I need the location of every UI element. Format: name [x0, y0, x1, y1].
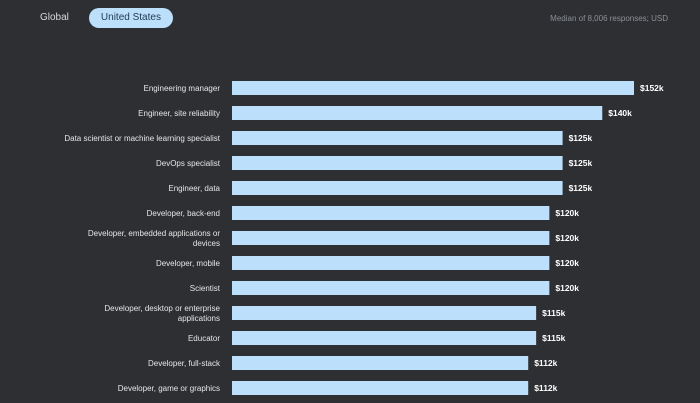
- value-label-6: $120k: [555, 233, 579, 243]
- value-label-10: $115k: [542, 333, 565, 343]
- category-label-1: Engineer, site reliability: [138, 109, 220, 118]
- tab-global[interactable]: Global: [40, 12, 69, 23]
- bar-7: [232, 256, 550, 270]
- category-label-7: Developer, mobile: [156, 259, 221, 268]
- category-label-2: Data scientist or machine learning speci…: [64, 134, 220, 143]
- category-label-8: Scientist: [190, 284, 221, 293]
- bar-3: [232, 156, 563, 170]
- value-label-4: $125k: [569, 183, 593, 193]
- value-label-5: $120k: [555, 208, 579, 218]
- tab-united-states[interactable]: United States: [88, 8, 173, 28]
- category-label-3: DevOps specialist: [156, 159, 221, 168]
- value-label-3: $125k: [569, 158, 593, 168]
- value-label-9: $115k: [542, 308, 565, 318]
- value-label-12: $112k: [534, 383, 557, 393]
- category-label-9: Developer, desktop or enterprise applicat…: [104, 304, 220, 323]
- category-label-6: Developer, embedded applications or devic…: [88, 229, 220, 248]
- bar-11: [232, 356, 529, 370]
- chart-subtitle: Median of 8,006 responses; USD: [550, 14, 668, 23]
- category-label-12: Developer, game or graphics: [118, 384, 220, 393]
- value-label-7: $120k: [555, 258, 579, 268]
- bar-10: [232, 331, 537, 345]
- category-label-10: Educator: [188, 334, 220, 343]
- bar-5: [232, 206, 550, 220]
- category-label-0: Engineering manager: [144, 84, 221, 93]
- value-label-11: $112k: [534, 358, 557, 368]
- value-label-1: $140k: [608, 108, 632, 118]
- bar-4: [232, 181, 563, 195]
- bar-12: [232, 381, 529, 395]
- bar-8: [232, 281, 550, 295]
- bar-2: [232, 131, 563, 145]
- category-label-11: Developer, full-stack: [148, 359, 221, 368]
- category-label-5: Developer, back-end: [147, 209, 220, 218]
- value-label-0: $152k: [640, 83, 664, 93]
- category-label-4: Engineer, data: [168, 184, 220, 193]
- region-tabs: Global United States: [28, 8, 173, 28]
- bar-9: [232, 306, 537, 320]
- bar-1: [232, 106, 603, 120]
- bar-0: [232, 81, 634, 95]
- value-label-2: $125k: [569, 133, 593, 143]
- value-label-8: $120k: [555, 283, 579, 293]
- bar-6: [232, 231, 550, 245]
